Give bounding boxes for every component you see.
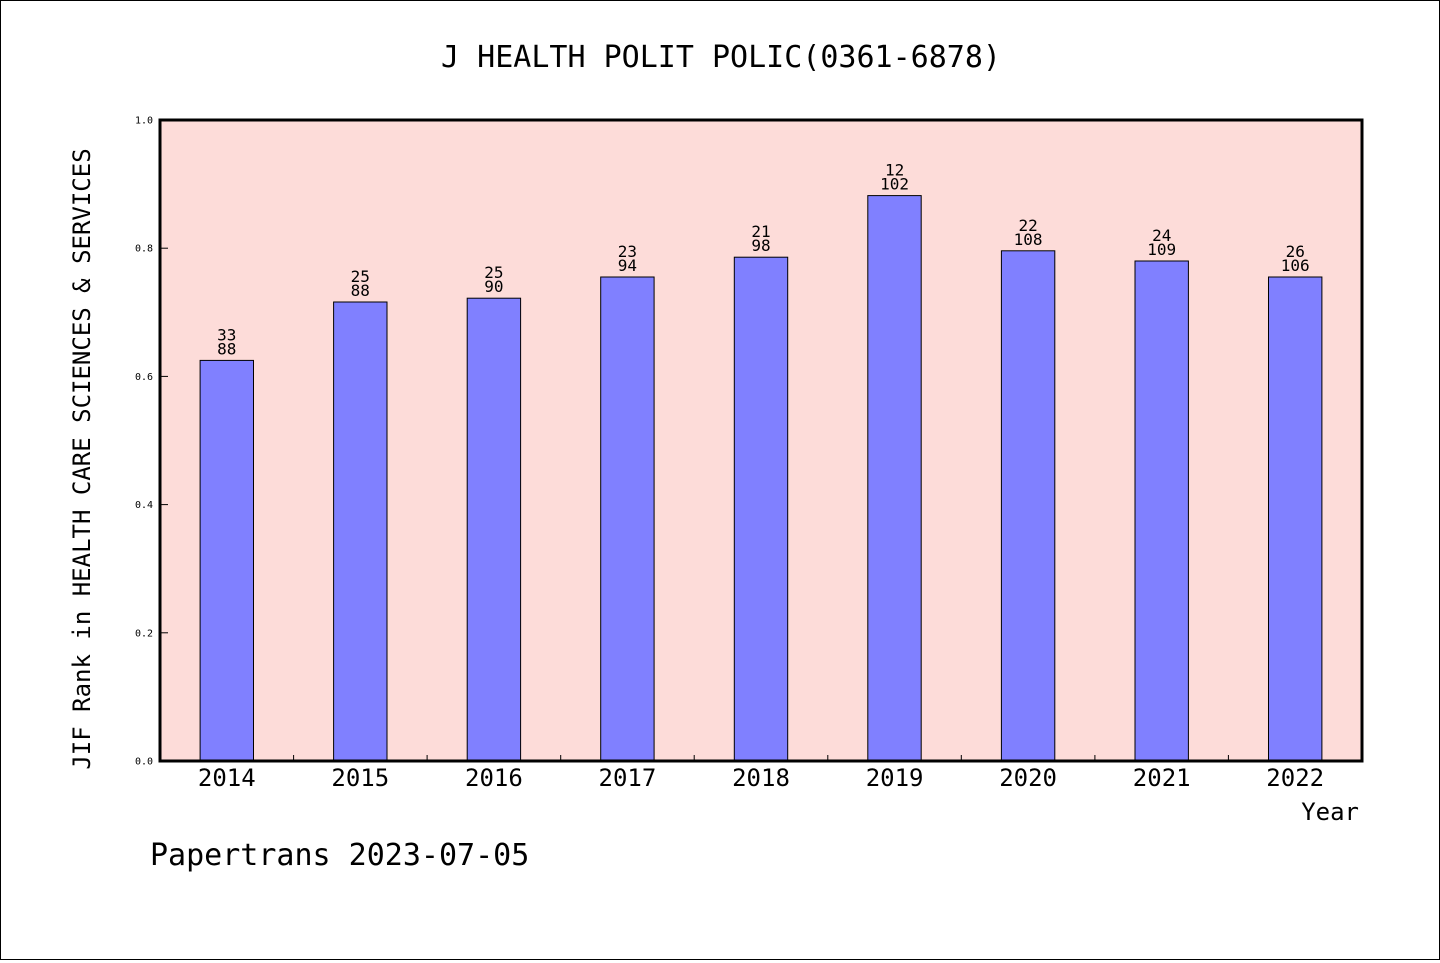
bars-group xyxy=(199,195,1323,762)
bar-label-bottom-2016: 90 xyxy=(484,277,503,296)
bar-2017 xyxy=(600,276,655,762)
x-tick-label-2017: 2017 xyxy=(599,764,657,792)
y-tick-label-1: 0.2 xyxy=(135,628,153,639)
bar-label-bottom-2018: 98 xyxy=(751,236,770,255)
y-tick-label-0: 0.0 xyxy=(135,757,153,768)
y-tick-label-2: 0.4 xyxy=(135,500,153,511)
bar-2020 xyxy=(1000,250,1056,762)
plot-border xyxy=(158,118,1364,763)
y-tick-label-5: 1.0 xyxy=(135,116,153,127)
bar-label-bottom-2021: 109 xyxy=(1147,240,1176,259)
x-axis-label: Year xyxy=(1301,798,1359,826)
y-tick-label-3: 0.6 xyxy=(135,372,153,383)
bar-label-top-2022: 26 xyxy=(1286,242,1305,261)
x-tick-label-2018: 2018 xyxy=(732,764,790,792)
bar-2018 xyxy=(733,256,789,762)
bar-2015 xyxy=(333,301,388,762)
bar-label-bottom-2022: 106 xyxy=(1281,256,1310,275)
bar-label-top-2015: 25 xyxy=(351,267,370,286)
y-tick-label-4: 0.8 xyxy=(135,244,153,255)
x-tick-label-2014: 2014 xyxy=(198,764,256,792)
bar-2019 xyxy=(867,195,922,762)
bar-label-bottom-2015: 88 xyxy=(351,281,370,300)
bar-label-top-2017: 23 xyxy=(618,242,637,261)
bar-label-bottom-2017: 94 xyxy=(618,256,637,275)
footer-text: Papertrans 2023-07-05 xyxy=(150,838,529,873)
bar-label-bottom-2019: 102 xyxy=(880,175,909,194)
x-ticks-group: 2014 2015 2016 2017 2018 2019 2020 2021 2022 xyxy=(198,755,1324,792)
x-tick-label-2022: 2022 xyxy=(1266,764,1324,792)
bar-label-top-2021: 24 xyxy=(1152,226,1171,245)
x-tick-label-2019: 2019 xyxy=(866,764,924,792)
bar-label-bottom-2014: 88 xyxy=(217,339,236,358)
x-tick-label-2021: 2021 xyxy=(1133,764,1191,792)
chart-title: J HEALTH POLIT POLIC(0361-6878) xyxy=(441,40,1001,75)
bar-label-top-2018: 21 xyxy=(751,222,770,241)
bar-label-top-2019: 12 xyxy=(885,161,904,180)
x-tick-label-2015: 2015 xyxy=(331,764,389,792)
bar-2014 xyxy=(199,359,255,762)
bar-2022 xyxy=(1268,276,1323,762)
x-tick-label-2020: 2020 xyxy=(999,764,1057,792)
bar-label-top-2016: 25 xyxy=(484,263,503,282)
bar-2021 xyxy=(1134,260,1189,762)
x-tick-label-2016: 2016 xyxy=(465,764,523,792)
bar-label-top-2014: 33 xyxy=(217,325,236,344)
bar-2016 xyxy=(466,297,522,762)
bar-label-bottom-2020: 108 xyxy=(1014,230,1043,249)
bar-label-top-2020: 22 xyxy=(1018,216,1037,235)
y-axis-label: JIF Rank in HEALTH CARE SCIENCES & SERVI… xyxy=(68,148,96,769)
